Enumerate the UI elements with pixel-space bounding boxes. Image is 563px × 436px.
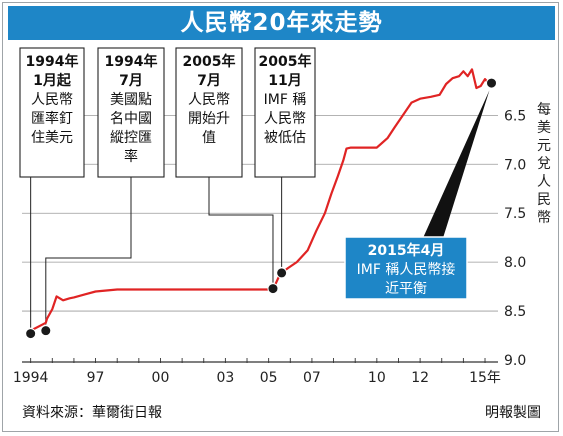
annotation-text: 開始升 xyxy=(188,111,230,127)
event-marker xyxy=(25,328,37,340)
annotation-frame xyxy=(97,47,165,178)
y-tick-labels: 6.5 7.0 7.5 8.0 8.5 9.0 xyxy=(504,108,526,369)
x-tick-label: 1994 xyxy=(13,370,49,386)
callout-text: 近平衡 xyxy=(385,281,427,297)
event-marker xyxy=(267,283,279,295)
annotation-text: 美國點 xyxy=(110,92,152,108)
annotation-date: 1994年 xyxy=(105,53,158,70)
annotation-text: 人民幣 xyxy=(188,92,230,108)
annotation-leader xyxy=(208,177,274,283)
x-tick-label: 12 xyxy=(411,370,429,386)
annotation-text: 人民幣 xyxy=(31,92,73,108)
annotation-leader xyxy=(45,177,132,325)
annotation-leaders xyxy=(30,177,283,328)
y-tick-label: 6.5 xyxy=(504,108,526,124)
event-marker xyxy=(40,325,52,337)
x-tick-label: 07 xyxy=(303,370,321,386)
annotation-text: 住美元 xyxy=(31,130,73,146)
annotation-date: 7月 xyxy=(119,73,143,89)
series-line xyxy=(30,68,493,332)
callout-box xyxy=(344,236,468,300)
annotation-frame xyxy=(19,47,85,178)
callout-title: 2015年4月 xyxy=(368,242,445,259)
annotation-date: 2005年 xyxy=(183,53,236,70)
annotation-text: 值 xyxy=(202,130,216,146)
y-tick-label: 8.5 xyxy=(504,304,526,320)
x-tick-label: 10 xyxy=(368,370,386,386)
x-tick-label: 97 xyxy=(87,370,105,386)
annotation-date: 1月起 xyxy=(33,72,72,89)
annotation-frame xyxy=(175,47,243,178)
chart-title: 人民幣20年來走勢 xyxy=(8,6,555,40)
event-marker xyxy=(486,77,498,89)
figure-frame xyxy=(2,2,559,432)
callout-text: IMF 稱人民幣接 xyxy=(357,261,456,278)
x-axis: 1994 97 00 03 05 07 10 12 15年 xyxy=(13,358,501,386)
exchange-rate-series xyxy=(30,68,493,332)
y-axis-label: 每美元兌人民幣 xyxy=(537,102,551,226)
source-note: 資料來源：華爾街日報 xyxy=(22,405,162,421)
annotation-text: 匯率釘 xyxy=(31,110,73,127)
annotation-date: 11月 xyxy=(268,73,301,89)
annotation-date: 2005年 xyxy=(259,53,312,70)
y-tick-label: 9.0 xyxy=(504,353,526,369)
annotation-text: IMF 稱 xyxy=(264,92,307,108)
credit-note: 明報製圖 xyxy=(485,405,541,421)
annotation-text: 名中國 xyxy=(110,111,152,127)
annotation-text: 被低估 xyxy=(264,130,306,146)
annotation-text: 率 xyxy=(124,148,138,165)
annotation-date: 1994年 xyxy=(26,53,79,70)
callout-pointer xyxy=(423,90,490,238)
annotation-boxes: 1994年1月起人民幣匯率釘住美元1994年7月美國點名中國縱控匯率2005年7… xyxy=(19,47,316,178)
x-tick-label: 03 xyxy=(216,370,234,386)
annotation-date: 7月 xyxy=(197,73,221,89)
y-tick-label: 8.0 xyxy=(504,255,526,271)
annotation-text: 縱控匯 xyxy=(110,130,152,146)
x-tick-label: 15年 xyxy=(469,370,501,386)
annotation-text: 人民幣 xyxy=(264,111,306,127)
y-tick-label: 7.0 xyxy=(504,157,526,173)
event-marker xyxy=(276,267,288,279)
x-tick-label: 05 xyxy=(260,370,278,386)
x-tick-label: 00 xyxy=(152,370,170,386)
event-markers xyxy=(25,77,498,340)
annotation-frame xyxy=(254,47,316,178)
y-axis-title: 每美元兌人民幣 xyxy=(537,102,551,226)
y-tick-label: 7.5 xyxy=(504,206,526,222)
